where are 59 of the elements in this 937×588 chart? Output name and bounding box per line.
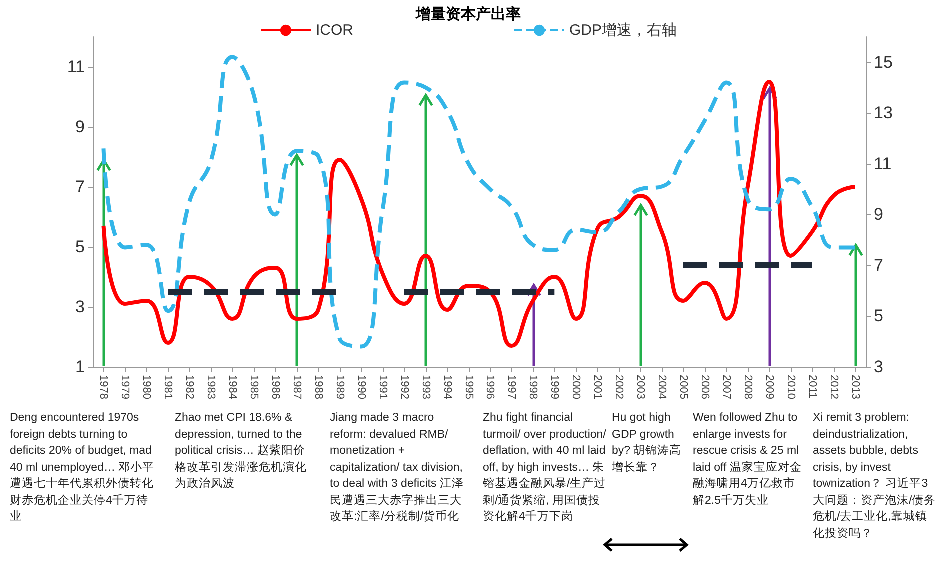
y2-tick-label: 15: [874, 52, 893, 72]
x-tick-label: 1981: [162, 375, 174, 400]
x-tick-label: 2000: [570, 375, 582, 400]
x-tick-label: 2008: [742, 375, 754, 400]
x-tick-label: 1978: [98, 375, 110, 400]
x-tick-label: 2012: [828, 375, 840, 400]
x-tick-label: 1994: [441, 375, 454, 400]
legend-label: ICOR: [316, 22, 354, 39]
y-tick-label: 1: [76, 358, 85, 376]
x-tick-label: 1985: [248, 375, 260, 400]
x-tick-label: 2004: [656, 375, 668, 400]
x-tick-label: 1979: [119, 375, 132, 400]
x-tick-label: 1990: [355, 375, 368, 400]
y2-tick-label: 7: [874, 256, 884, 275]
y-tick-label: 5: [76, 238, 85, 256]
y2-tick-label: 3: [874, 358, 884, 376]
y-tick-label: 3: [76, 298, 85, 316]
y-tick-label: 9: [76, 118, 85, 136]
y2-tick-label: 11: [874, 154, 892, 174]
x-tick-label: 1988: [312, 375, 324, 400]
x-tick-label: 2003: [634, 375, 647, 400]
y2-tick-label: 9: [874, 205, 884, 224]
x-tick-label: 1982: [184, 375, 196, 400]
y2-tick-label: 13: [874, 104, 893, 123]
x-tick-label: 2009: [763, 375, 776, 400]
text: Jiang made 3 macro reform: devalued RMB/ monetization + capitalization/ tax division, to deal with 3 deficits 江泽民遭遇三大赤字推出三大改革:汇率/分税制/货币化: [330, 411, 465, 525]
x-tick-label: 1984: [226, 375, 239, 400]
x-tick-label: 2011: [806, 375, 818, 399]
x-tick-label: 2001: [592, 375, 604, 400]
x-tick-label: 2005: [677, 375, 690, 400]
y2-tick-label: 5: [874, 306, 884, 326]
text: Zhu fight financial turmoil/ over production/ deflation, with 40 ml laid off, by high invests… 朱镕基遇金融风暴/生产过剩/通货紧缩, 用国债投资化解4千万下岗: [483, 411, 608, 525]
x-tick-label: 2010: [784, 375, 797, 400]
x-tick-label: 1998: [527, 375, 540, 400]
x-tick-label: 1992: [398, 375, 410, 400]
text: Deng encountered 1970s foreign debts turning to deficits 20% of budget, mad 40 ml unemployed… 邓小平遭遇七十年代累积外债转化财赤危机企业关停4千万待业: [10, 411, 156, 525]
x-tick-label: 1980: [140, 375, 153, 400]
y-tick-label: 7: [76, 178, 85, 196]
x-tick-label: 1993: [420, 375, 432, 400]
x-tick-label: 1995: [462, 375, 475, 400]
x-tick-label: 1983: [205, 375, 218, 400]
legend-label: GDP增速，右轴: [570, 22, 678, 39]
x-tick-label: 1996: [484, 375, 496, 400]
x-tick-label: 1999: [548, 375, 561, 400]
x-tick-label: 1991: [376, 375, 389, 400]
x-tick-label: 2007: [720, 375, 732, 400]
text: Zhao met CPI 18.6% & depression, turned to the political crisis… 赵紫阳价格改革引发滞涨危机演化为政治风波: [175, 411, 308, 492]
x-tick-label: 1989: [334, 375, 346, 400]
x-tick-label: 1987: [290, 375, 303, 400]
text: Xi remit 3 problem: deindustrialization, assets bubble, debts crisis, by invest townization？ 习近平3大问题：资产泡沫/债务危机/去工业化,靠城镇化投资吗？: [813, 411, 937, 542]
y-tick-label: 11: [67, 58, 85, 76]
x-tick-label: 2006: [698, 375, 711, 400]
text: Wen followed Zhu to enlarge invests for rescue crisis & 25 ml laid off 温家宝应对金融海啸用4万亿救市解2.5千万失业: [693, 411, 803, 508]
x-tick-label: 1997: [506, 375, 518, 400]
text: Hu got high GDP growth by? 胡锦涛高增长靠？: [612, 411, 683, 476]
x-tick-label: 2013: [849, 375, 862, 400]
x-tick-label: 2002: [613, 375, 626, 400]
x-tick-label: 1986: [270, 375, 282, 400]
chart-title: 增量资本产出率: [415, 5, 521, 23]
